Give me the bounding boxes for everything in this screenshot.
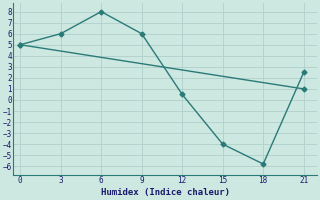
X-axis label: Humidex (Indice chaleur): Humidex (Indice chaleur): [101, 188, 230, 197]
